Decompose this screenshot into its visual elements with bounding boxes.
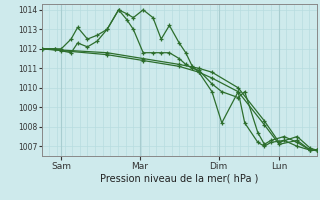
X-axis label: Pression niveau de la mer( hPa ): Pression niveau de la mer( hPa ) [100, 173, 258, 183]
